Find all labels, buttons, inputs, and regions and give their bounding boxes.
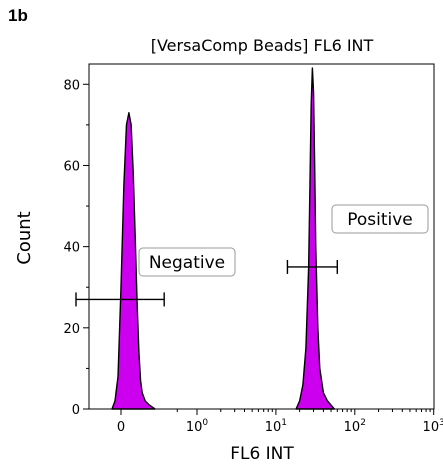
x-tick-label: 102 [344, 418, 366, 435]
x-tick-label: 103 [423, 418, 443, 435]
y-tick-label: 40 [63, 241, 80, 256]
gate-negative-label: Negative [149, 253, 225, 273]
plot-frame [88, 63, 435, 410]
x-tick-label: 0 [117, 420, 125, 435]
x-tick-label: 101 [265, 418, 287, 435]
y-tick-label: 20 [63, 322, 80, 337]
gate-positive-label-box [331, 204, 429, 234]
gate-positive-label: Positive [347, 210, 413, 230]
x-axis-label: FL6 INT [230, 444, 294, 464]
x-tick-label: 100 [186, 418, 209, 435]
y-axis-label: Count [14, 211, 35, 264]
y-tick-label: 60 [63, 159, 80, 174]
histogram-peak-1 [111, 112, 156, 410]
chart-title: [VersaComp Beads] FL6 INT [151, 36, 374, 55]
y-tick-label: 0 [72, 403, 80, 418]
panel-label: 1b [8, 6, 28, 25]
histogram-peak-2 [295, 67, 336, 410]
gate-negative-label-box [138, 247, 236, 277]
y-tick-label: 80 [63, 78, 80, 93]
